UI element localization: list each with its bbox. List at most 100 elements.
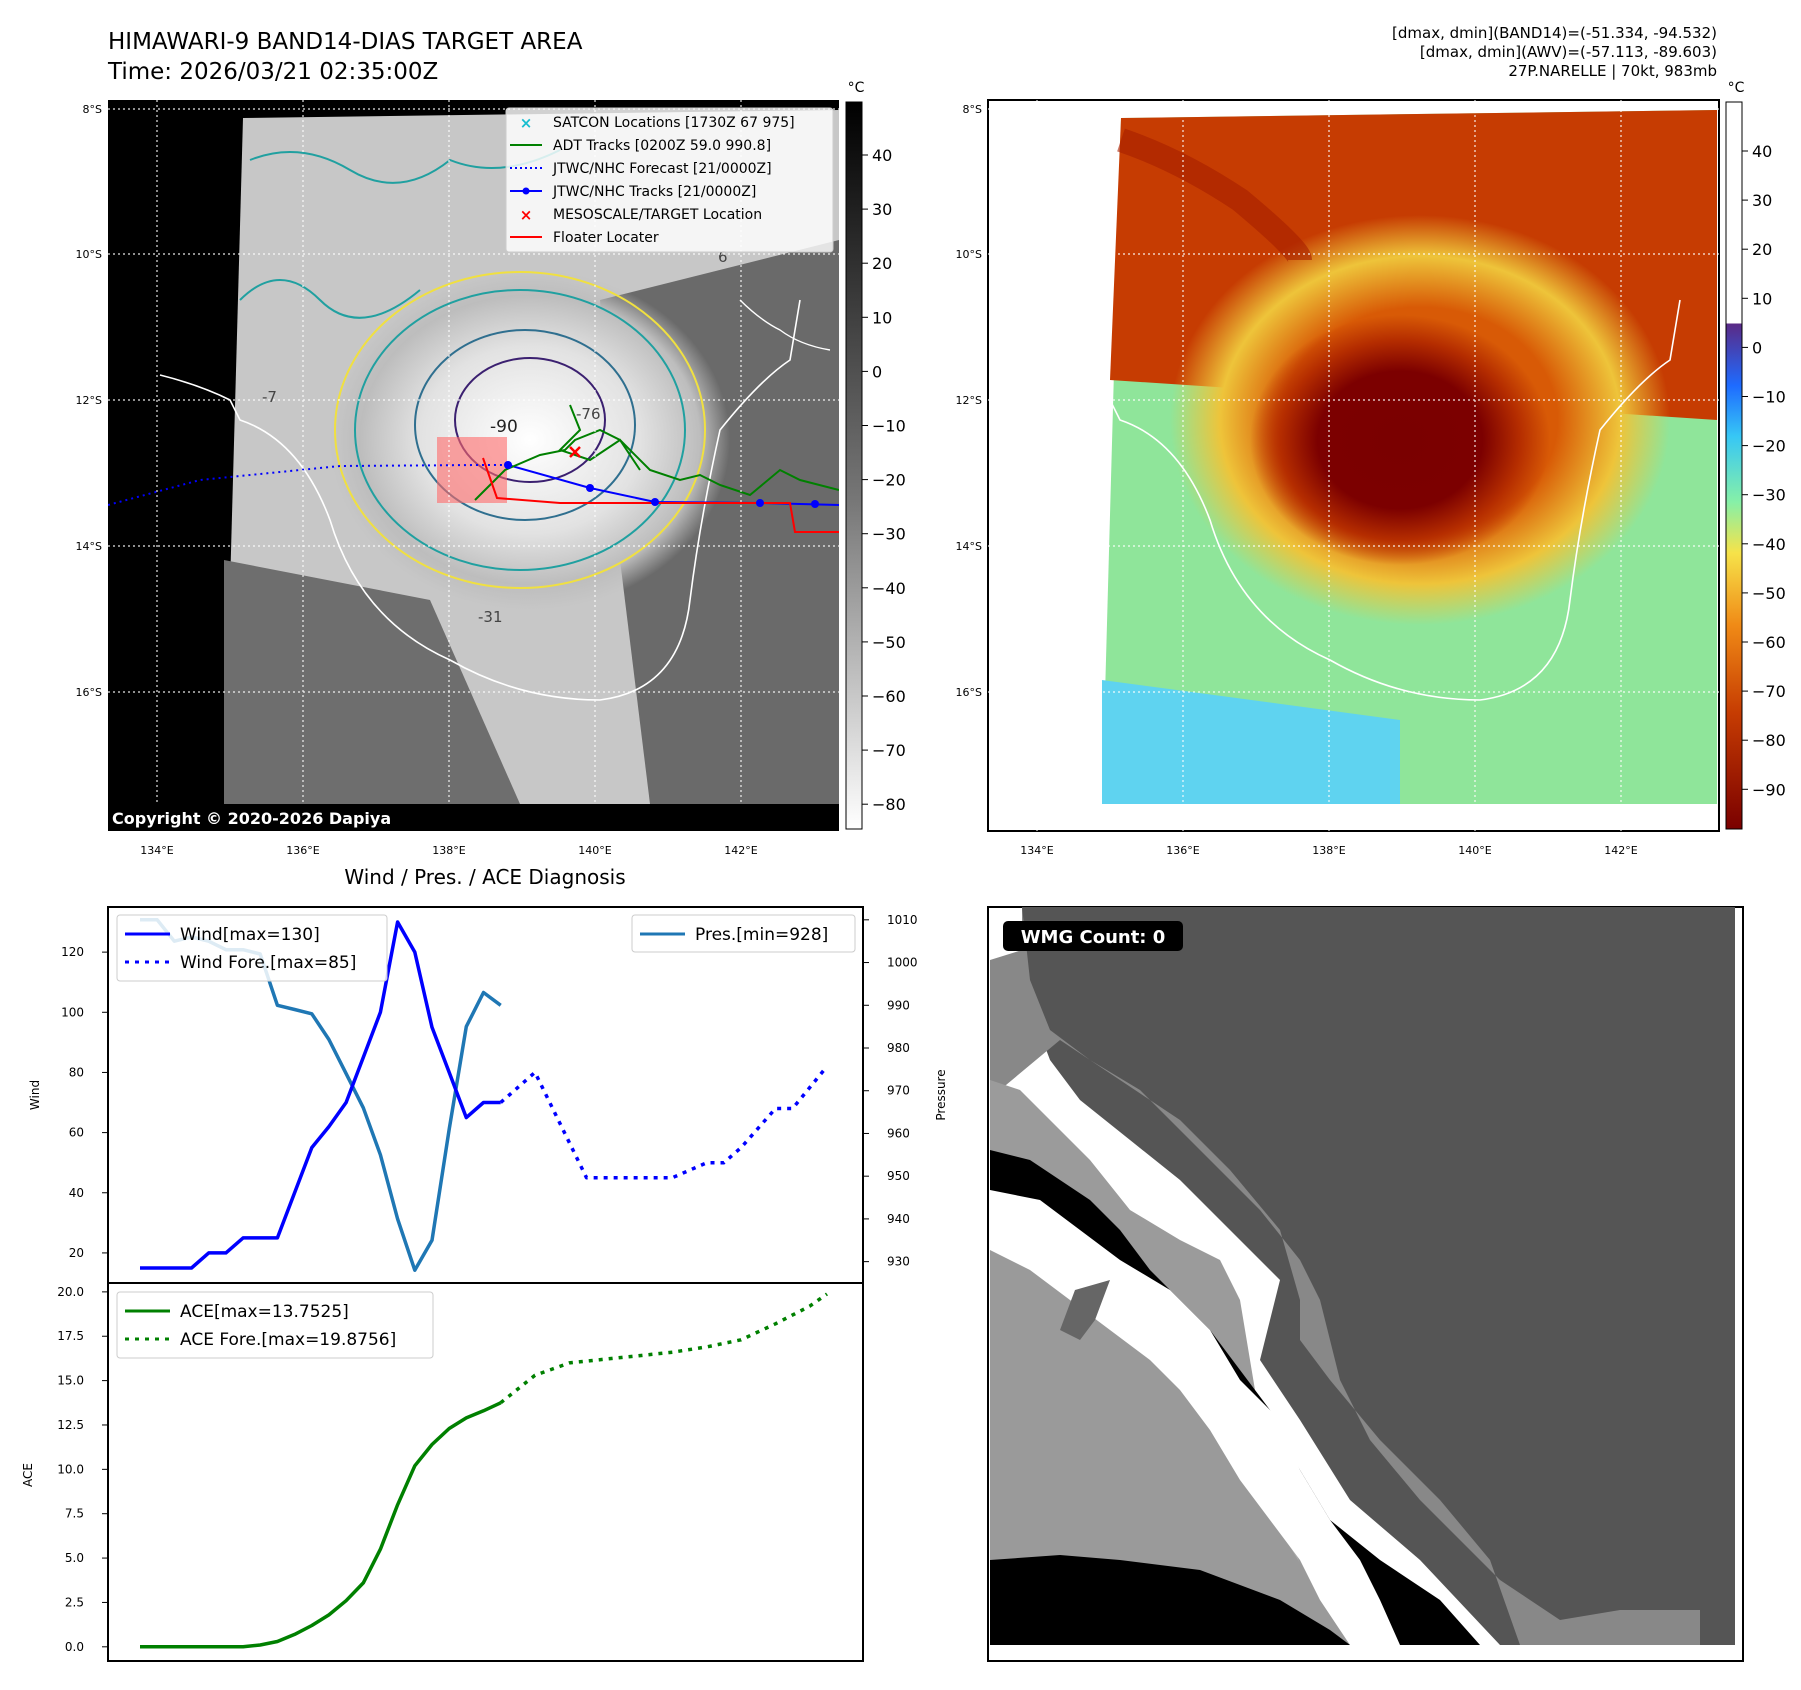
colorbar-tick-label: 30 xyxy=(872,200,892,219)
floater-locator xyxy=(482,457,839,533)
wmg-black-south xyxy=(990,1555,1350,1645)
ir-contour-outer xyxy=(354,289,686,571)
colorbar-tick-label: −30 xyxy=(872,525,906,544)
lon-label: 140°E xyxy=(578,844,611,857)
map-legend: × SATCON Locations [1730Z 67 975] ADT Trac… xyxy=(505,107,834,253)
ir-contour-mid xyxy=(414,329,636,521)
legend-label: ADT Tracks [0200Z 59.0 990.8] xyxy=(553,138,771,154)
pressure-y-ticks: 930 940 950 960 970 980 990 1000 1010 xyxy=(863,913,918,1269)
pressure-axis-label: Pressure xyxy=(934,1069,948,1120)
wmg-panel: WMG Count: 0 xyxy=(987,906,1744,1662)
y-tick-label: 1000 xyxy=(887,956,918,970)
awv-stats: [dmax, dmin](AWV)=(-57.113, -89.603) xyxy=(1419,43,1717,61)
y-tick-label: 990 xyxy=(887,998,910,1012)
awv-colorbar xyxy=(1725,101,1743,830)
lat-label: 12°S xyxy=(956,394,982,407)
lat-label: 10°S xyxy=(76,248,102,261)
awv-map-gridlines: 8°S 10°S 12°S 14°S 16°S 134°E 136°E 138°E 140°E 1… xyxy=(956,100,1719,857)
lon-label: 138°E xyxy=(1312,844,1345,857)
awv-core xyxy=(1250,315,1550,565)
lon-label: 140°E xyxy=(1458,844,1491,857)
y-tick-label: 930 xyxy=(887,1255,910,1269)
legend-marker-dot xyxy=(522,187,530,195)
lat-label: 14°S xyxy=(76,540,102,553)
y-tick-label: 5.0 xyxy=(65,1551,84,1565)
colorbar-tick-label: −10 xyxy=(1752,388,1786,407)
track-point xyxy=(651,498,659,506)
ir-colorbar xyxy=(845,101,863,830)
colorbar-tick-label: −10 xyxy=(872,417,906,436)
awv-colorbar-ticks: 40 30 20 10 0 −10 −20 −30 −40 −50 −60 −70 −80 −90 xyxy=(1742,142,1786,799)
ace-forecast-legend-label: ACE Fore.[max=19.8756] xyxy=(180,1330,396,1350)
contour-label: -31 xyxy=(478,608,503,626)
colorbar-tick-label: 10 xyxy=(872,308,892,327)
coastline-cape xyxy=(739,299,831,351)
y-tick-label: 960 xyxy=(887,1126,910,1140)
ace-line xyxy=(140,1401,502,1649)
awv-dry-region xyxy=(1102,680,1400,804)
wind-pressure-panel: Wind / Pres. / ACE Diagnosis 20 40 60 80 100… xyxy=(28,865,948,1284)
contour-label: -7 xyxy=(262,388,277,406)
wind-legend-label: Wind[max=130] xyxy=(180,925,320,945)
awv-colorbar-unit: °C xyxy=(1728,80,1745,96)
copyright-band xyxy=(108,805,839,831)
ir-cdo xyxy=(330,270,730,610)
floater-box xyxy=(437,437,507,503)
colorbar-tick-label: −50 xyxy=(1752,584,1786,603)
y-tick-label: 2.5 xyxy=(65,1595,84,1609)
wind-legend: Wind[max=130] Wind Fore.[max=85] xyxy=(116,914,388,982)
y-tick-label: 950 xyxy=(887,1169,910,1183)
colorbar-tick-label: 20 xyxy=(1752,240,1772,259)
lat-label: 16°S xyxy=(76,686,102,699)
lat-label: 14°S xyxy=(956,540,982,553)
ir-contour-north xyxy=(249,149,561,184)
lat-label: 8°S xyxy=(963,103,982,116)
y-tick-label: 120 xyxy=(61,945,84,959)
adt-track xyxy=(474,428,839,501)
wind-line xyxy=(140,920,501,1270)
y-tick-label: 20.0 xyxy=(57,1285,84,1299)
band14-stats: [dmax, dmin](BAND14)=(-51.334, -94.532) xyxy=(1392,24,1717,42)
y-tick-label: 1010 xyxy=(887,913,918,927)
lat-label: 16°S xyxy=(956,686,982,699)
legend-label: MESOSCALE/TARGET Location xyxy=(553,207,762,223)
colorbar-tick-label: 20 xyxy=(872,254,892,273)
contour-label: 6 xyxy=(718,248,728,266)
figure-time: Time: 2026/03/21 02:35:00Z xyxy=(108,59,439,85)
figure-title: HIMAWARI-9 BAND14-DIAS TARGET AREA xyxy=(108,29,583,55)
y-tick-label: 10.0 xyxy=(57,1462,84,1476)
lon-label: 134°E xyxy=(1020,844,1053,857)
wind-y-ticks: 20 40 60 80 100 120 xyxy=(61,945,108,1260)
contour-label: -76 xyxy=(576,405,601,423)
storm-info: 27P.NARELLE | 70kt, 983mb xyxy=(1508,62,1717,80)
y-tick-label: 970 xyxy=(887,1084,910,1098)
legend-marker-x: × xyxy=(520,114,533,132)
lat-label: 10°S xyxy=(956,248,982,261)
wind-forecast-legend-label: Wind Fore.[max=85] xyxy=(180,953,356,973)
colorbar-tick-label: 0 xyxy=(1752,338,1762,357)
ir-contour-yellow xyxy=(334,271,706,589)
track-point xyxy=(586,484,594,492)
lon-label: 136°E xyxy=(286,844,319,857)
awv-map-panel: 8°S 10°S 12°S 14°S 16°S 134°E 136°E 138°E 140°E 1… xyxy=(956,80,1786,857)
colorbar-tick-label: −20 xyxy=(1752,437,1786,456)
legend-marker-x: × xyxy=(520,206,533,224)
wind-axis-label: Wind xyxy=(28,1080,42,1110)
ace-legend-label: ACE[max=13.7525] xyxy=(180,1302,349,1322)
legend-label: JTWC/NHC Forecast [21/0000Z] xyxy=(552,161,772,177)
ir-contour-west xyxy=(239,279,421,319)
y-tick-label: 12.5 xyxy=(57,1418,84,1432)
lon-label: 134°E xyxy=(140,844,173,857)
colorbar-tick-label: −40 xyxy=(1752,535,1786,554)
colorbar-tick-label: −80 xyxy=(872,795,906,814)
ace-legend: ACE[max=13.7525] ACE Fore.[max=19.8756] xyxy=(116,1291,434,1359)
track-point xyxy=(811,500,819,508)
colorbar-tick-label: −80 xyxy=(1752,731,1786,750)
wmg-label-box xyxy=(1003,921,1183,951)
y-tick-label: 20 xyxy=(69,1246,84,1260)
lon-label: 136°E xyxy=(1166,844,1199,857)
wmg-dark-region xyxy=(1020,907,1735,1645)
legend-label: Floater Locater xyxy=(553,230,659,246)
colorbar-tick-label: −50 xyxy=(872,633,906,652)
